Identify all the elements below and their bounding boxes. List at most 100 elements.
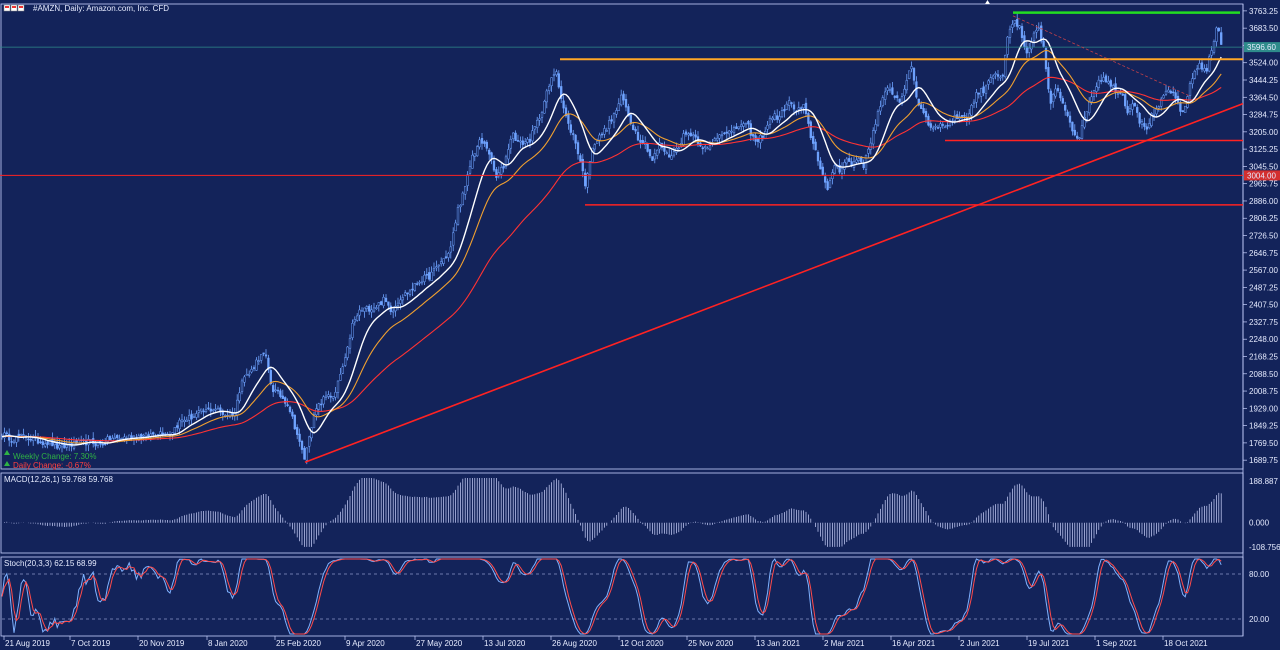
candle-body	[768, 117, 772, 125]
candle-body	[1133, 102, 1136, 107]
y-tick-label: 2008.75	[1249, 387, 1278, 396]
candle-body	[567, 114, 570, 124]
candle-body	[396, 302, 400, 306]
candle-body	[629, 114, 632, 124]
candle-body	[1138, 112, 1141, 124]
candle-body	[317, 403, 320, 410]
y-tick-label: 2088.50	[1249, 370, 1278, 379]
candle-body	[368, 305, 371, 312]
candle-body	[341, 366, 344, 374]
candle-body	[874, 124, 877, 131]
candle-body	[615, 110, 618, 115]
daily-change-arrow-icon	[4, 461, 10, 466]
candle-body	[598, 134, 601, 141]
candle-body	[824, 176, 827, 183]
candle-body	[605, 130, 608, 132]
candle-body	[444, 256, 448, 259]
candle-body	[420, 281, 424, 284]
candle-body	[351, 323, 354, 338]
candle-body	[564, 107, 568, 117]
trendline-downtrend	[1012, 15, 1191, 97]
candle-body	[946, 124, 949, 127]
candle-body	[116, 435, 119, 439]
candle-body	[44, 443, 47, 447]
y-tick-label: 3364.50	[1249, 93, 1278, 102]
current-price-tag-bg	[1244, 42, 1280, 53]
candle-body	[869, 142, 872, 150]
candle-body	[404, 292, 407, 296]
candle-body	[360, 310, 364, 312]
candle-body	[1184, 105, 1187, 113]
candle-body	[1162, 95, 1165, 99]
macd-y-label: -108.756	[1249, 543, 1280, 552]
candle-body	[857, 158, 860, 161]
candle-body	[999, 76, 1002, 79]
y-tick-label: 2248.00	[1249, 335, 1278, 344]
candle-body	[461, 192, 464, 206]
candle-body	[113, 436, 116, 440]
candle-body	[106, 436, 109, 443]
candle-body	[440, 261, 443, 265]
candle-body	[872, 130, 875, 145]
candle-body	[1100, 80, 1103, 82]
candle-body	[1200, 62, 1204, 70]
candle-body	[972, 101, 976, 104]
candle-body	[375, 307, 378, 309]
y-tick-label: 2726.50	[1249, 232, 1278, 241]
candle-body	[526, 138, 529, 143]
candle-body	[324, 395, 328, 398]
candle-body	[308, 436, 311, 447]
candle-body	[663, 147, 666, 152]
weekly-change-arrow-icon	[4, 450, 10, 455]
candle-body	[387, 301, 390, 306]
candle-body	[766, 124, 769, 130]
candle-body	[430, 271, 433, 281]
candle-body	[528, 138, 532, 143]
candle-body	[1042, 40, 1045, 47]
candle-body	[641, 140, 644, 144]
x-tick-label: 2 Jun 2021	[960, 639, 1000, 648]
candle-body	[617, 103, 620, 111]
candle-body	[588, 161, 592, 176]
candle-body	[142, 434, 145, 437]
candle-body	[941, 124, 944, 126]
candle-body	[432, 268, 436, 271]
candle-body	[886, 87, 889, 91]
candle-body	[989, 77, 992, 83]
candle-body	[346, 346, 349, 358]
candle-body	[1198, 63, 1201, 70]
candle-body	[216, 407, 220, 410]
candle-body	[291, 411, 294, 417]
candle-body	[1011, 24, 1014, 28]
candle-body	[492, 160, 496, 171]
stoch-d-line	[1, 558, 1222, 635]
candle-body	[65, 444, 68, 448]
candle-body	[1121, 93, 1124, 96]
candle-body	[1169, 90, 1172, 94]
candle-body	[464, 186, 467, 195]
candle-body	[756, 138, 760, 142]
candle-body	[260, 354, 263, 361]
candle-body	[740, 124, 743, 127]
candle-body	[716, 137, 719, 141]
candle-body	[188, 414, 191, 421]
candle-body	[20, 433, 23, 436]
candle-body	[267, 357, 270, 370]
macd-title: MACD(12,26,1) 59.768 59.768	[4, 475, 114, 484]
candle-body	[12, 440, 16, 443]
candle-body	[778, 116, 781, 121]
candle-body	[36, 438, 40, 444]
candle-body	[670, 155, 673, 160]
candle-body	[1104, 75, 1108, 83]
candle-body	[920, 104, 923, 109]
candle-body	[970, 105, 973, 116]
candle-body	[315, 408, 318, 416]
candle-body	[1066, 111, 1069, 116]
candle-body	[788, 100, 791, 106]
candle-body	[1001, 74, 1004, 77]
candle-body	[401, 297, 404, 301]
candle-body	[478, 139, 481, 148]
candle-body	[728, 130, 731, 135]
candle-body	[442, 258, 445, 264]
